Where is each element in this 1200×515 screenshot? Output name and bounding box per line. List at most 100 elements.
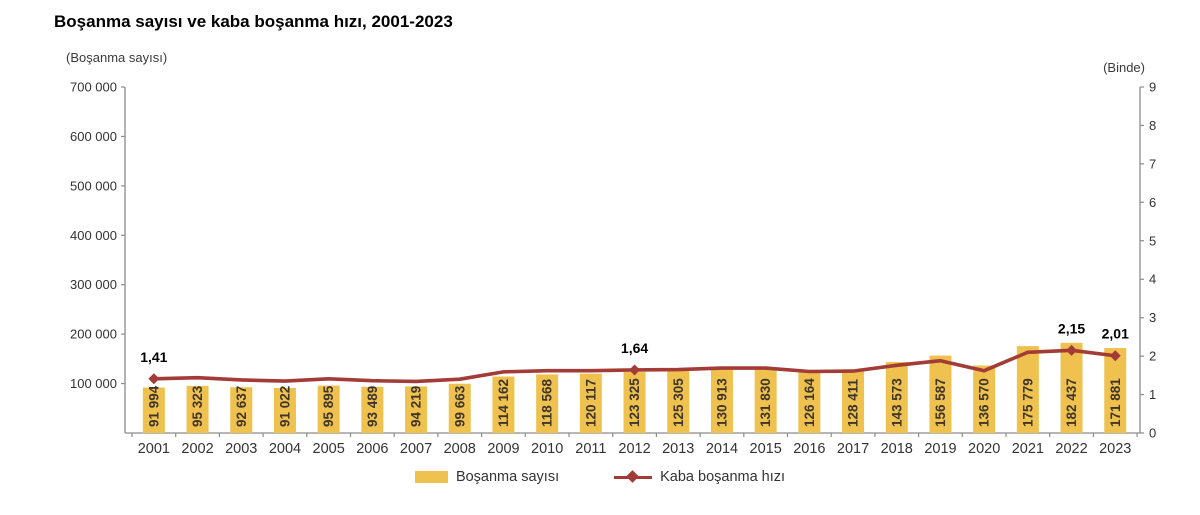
bar-2018 xyxy=(885,362,908,433)
left-axis-tick-label: 200 000 xyxy=(70,327,117,342)
bar-value-label: 91 022 xyxy=(277,386,292,427)
x-axis-year-label: 2001 xyxy=(138,441,170,457)
chart-legend: Boşanma sayısı Kaba boşanma hızı xyxy=(0,469,1200,485)
diamond-marker-icon xyxy=(626,469,639,483)
bar-value-label: 99 663 xyxy=(452,385,467,427)
bar-value-label: 91 994 xyxy=(146,385,161,427)
x-axis-year-label: 2002 xyxy=(181,441,213,457)
bar-value-label: 94 219 xyxy=(409,386,424,427)
bar-value-label: 136 570 xyxy=(977,378,992,427)
left-axis-caption: (Boşanma sayısı) xyxy=(66,50,168,65)
x-axis-year-label: 2023 xyxy=(1099,441,1131,457)
diamond-marker-2023 xyxy=(1109,350,1121,362)
line-point-label-2012: 1,64 xyxy=(621,340,648,356)
legend-item-line: Kaba boşanma hızı xyxy=(614,469,785,485)
x-axis-year-label: 2007 xyxy=(400,441,432,457)
bar-2006 xyxy=(361,386,384,433)
bar-2008 xyxy=(448,383,471,433)
x-axis-year-label: 2011 xyxy=(575,441,606,457)
bar-value-label: 120 117 xyxy=(583,379,598,427)
x-axis-year-label: 2021 xyxy=(1012,441,1044,457)
bar-2023 xyxy=(1104,348,1127,433)
line-point-label-2001: 1,41 xyxy=(140,349,167,365)
bar-2003 xyxy=(230,387,253,433)
x-axis-year-label: 2009 xyxy=(487,441,519,457)
bar-value-label: 95 895 xyxy=(321,385,336,427)
right-axis-tick-label: 7 xyxy=(1149,156,1156,171)
bar-2011 xyxy=(579,373,602,433)
x-axis-year-label: 2022 xyxy=(1055,441,1087,457)
bar-value-label: 182 437 xyxy=(1064,378,1079,427)
x-axis-year-label: 2004 xyxy=(269,441,301,457)
right-axis-tick-label: 1 xyxy=(1149,387,1156,402)
right-axis-caption: (Binde) xyxy=(1103,60,1145,75)
bar-2013 xyxy=(667,371,690,433)
bar-2014 xyxy=(710,368,733,433)
bar-value-label: 93 489 xyxy=(365,386,380,427)
bar-2005 xyxy=(317,385,340,433)
right-axis-tick-label: 2 xyxy=(1149,349,1156,364)
bar-2015 xyxy=(754,367,777,433)
bar-2001 xyxy=(142,387,165,433)
legend-bar-label: Boşanma sayısı xyxy=(455,469,560,485)
right-axis-tick-label: 8 xyxy=(1149,118,1156,133)
x-axis-year-label: 2020 xyxy=(968,441,1000,457)
bar-2009 xyxy=(492,376,515,433)
diamond-marker-2001 xyxy=(148,373,160,385)
left-axis-tick-label: 300 000 xyxy=(70,277,117,292)
bar-2004 xyxy=(273,388,296,433)
bar-value-label: 123 325 xyxy=(627,378,642,427)
bar-2017 xyxy=(842,369,865,433)
x-axis-year-label: 2005 xyxy=(313,441,345,457)
legend-item-bars: Boşanma sayısı xyxy=(414,469,560,485)
right-axis-tick-label: 0 xyxy=(1149,426,1156,441)
left-axis-tick-label: 700 000 xyxy=(70,80,117,95)
x-axis-year-label: 2013 xyxy=(662,441,694,457)
x-axis-year-label: 2014 xyxy=(706,441,738,457)
chart-title: Boşanma sayısı ve kaba boşanma hızı, 200… xyxy=(54,12,453,31)
x-axis-year-label: 2008 xyxy=(444,441,476,457)
right-axis-tick-label: 9 xyxy=(1149,80,1156,95)
bar-value-label: 128 411 xyxy=(846,378,861,427)
left-axis-tick-label: 400 000 xyxy=(70,228,117,243)
bar-value-label: 143 573 xyxy=(889,378,904,427)
bar-2010 xyxy=(536,374,559,433)
left-axis-tick-label: 500 000 xyxy=(70,178,117,193)
x-axis-year-label: 2010 xyxy=(531,441,563,457)
bar-2002 xyxy=(186,385,209,433)
x-axis-year-label: 2017 xyxy=(837,441,869,457)
line-point-label-2022: 2,15 xyxy=(1058,320,1085,336)
bar-2022 xyxy=(1060,342,1083,433)
bar-value-label: 125 305 xyxy=(671,378,686,427)
bar-2020 xyxy=(973,365,996,433)
bar-value-label: 171 881 xyxy=(1108,378,1123,427)
x-axis-year-label: 2018 xyxy=(881,441,913,457)
x-axis-year-label: 2015 xyxy=(750,441,782,457)
bar-value-label: 156 587 xyxy=(933,378,948,427)
bar-series-swatch xyxy=(414,471,448,483)
x-axis-year-label: 2019 xyxy=(924,441,956,457)
legend-line-label: Kaba boşanma hızı xyxy=(660,469,786,485)
right-axis-tick-label: 6 xyxy=(1149,195,1156,210)
bar-value-label: 175 779 xyxy=(1020,378,1035,427)
bar-value-label: 95 323 xyxy=(190,385,205,427)
x-axis-year-label: 2012 xyxy=(618,441,650,457)
bar-value-label: 130 913 xyxy=(714,378,729,427)
bar-value-label: 118 568 xyxy=(540,378,555,427)
bar-2012 xyxy=(623,372,646,433)
line-series-swatch xyxy=(614,469,653,483)
right-axis-tick-label: 5 xyxy=(1149,233,1156,248)
x-axis-year-label: 2006 xyxy=(356,441,388,457)
bar-value-label: 126 164 xyxy=(802,378,817,427)
bar-value-label: 131 830 xyxy=(758,378,773,427)
bar-2016 xyxy=(798,370,821,433)
diamond-marker-2012 xyxy=(629,364,641,376)
line-point-label-2023: 2,01 xyxy=(1102,326,1129,342)
right-axis-tick-label: 4 xyxy=(1149,272,1156,287)
left-axis-tick-label: 100 000 xyxy=(70,376,117,391)
x-axis-year-label: 2003 xyxy=(225,441,257,457)
right-axis-tick-label: 3 xyxy=(1149,310,1156,325)
left-axis-tick-label: 600 000 xyxy=(70,129,117,144)
